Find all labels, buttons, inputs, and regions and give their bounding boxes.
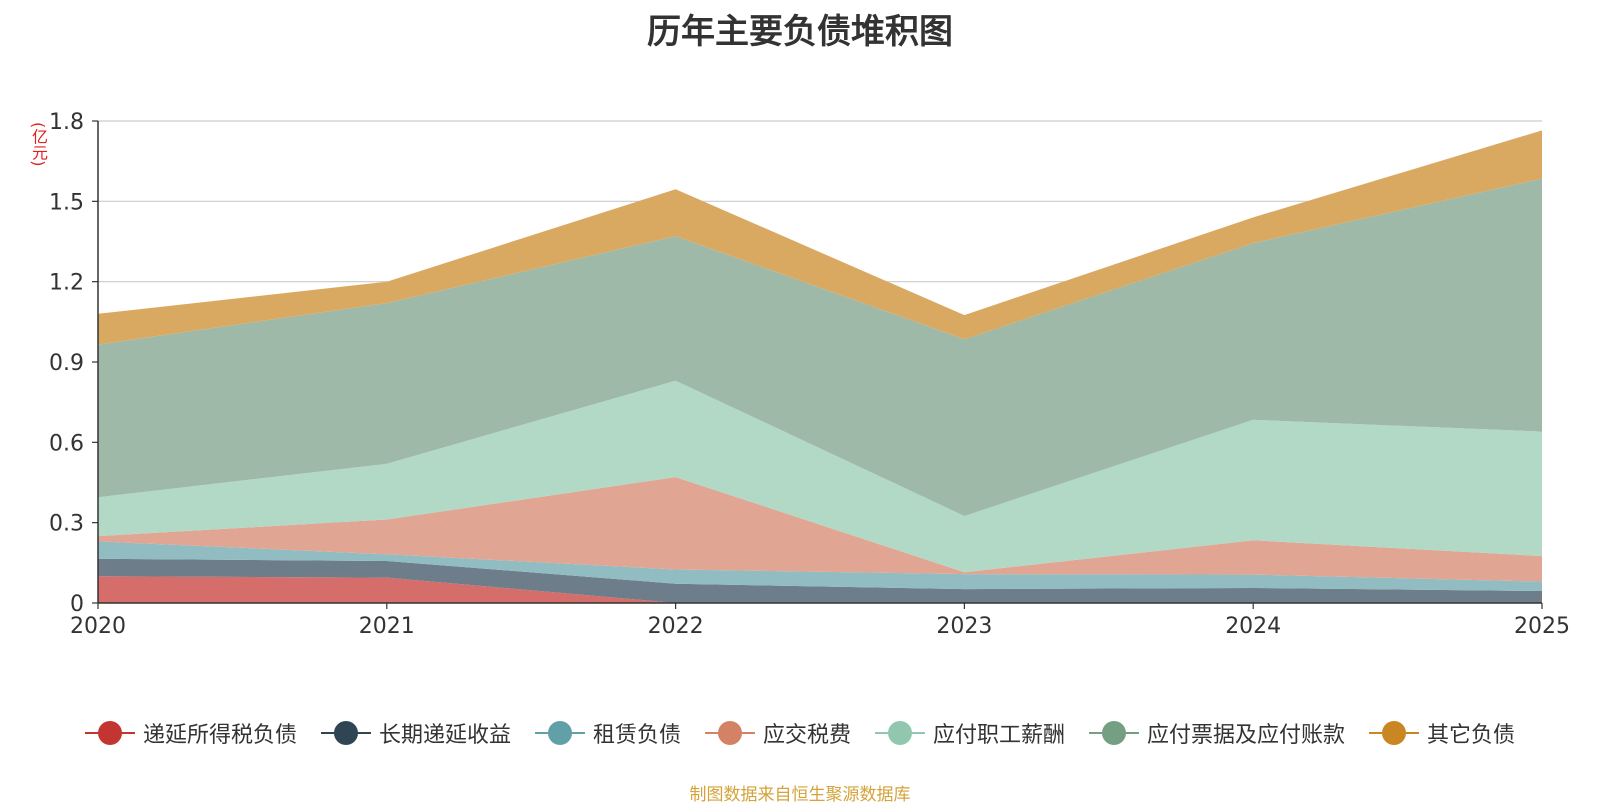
legend-item-2[interactable]: 租赁负债 [534, 717, 681, 749]
x-tick-label: 2025 [1514, 614, 1570, 639]
x-tick-label: 2022 [648, 614, 704, 639]
area-series [98, 130, 1542, 603]
legend-label: 其它负债 [1427, 723, 1516, 748]
area-series-6 [98, 130, 1542, 345]
y-tick-label: 0.3 [49, 512, 84, 537]
area-series-0 [98, 576, 1542, 603]
legend-marker-icon [875, 720, 925, 746]
y-axis-unit: (亿元) [29, 122, 48, 167]
area-series-3 [98, 477, 1542, 582]
y-tick-label: 0.6 [49, 431, 84, 456]
legend-item-4[interactable]: 应付职工薪酬 [875, 717, 1065, 749]
area-series-2 [98, 541, 1542, 591]
legend-marker-icon [320, 720, 371, 746]
legend-label: 长期递延收益 [378, 723, 511, 748]
legend-item-3[interactable]: 应交税费 [704, 717, 851, 749]
legend-marker-icon [84, 720, 135, 746]
legend-marker-icon [1089, 720, 1140, 746]
x-tick-label: 2020 [70, 614, 126, 639]
legend-item-1[interactable]: 长期递延收益 [320, 717, 511, 749]
legend-marker-icon [1369, 720, 1420, 746]
legend-label: 应交税费 [762, 723, 851, 748]
y-tick-label: 0 [70, 592, 84, 617]
axes: 0 0.3 0.6 0.9 1.2 1.5 1.8 2020 2021 2022 2023 2024 2… [49, 110, 1570, 639]
y-tick-label: 1.8 [49, 110, 84, 135]
x-tick-label: 2023 [936, 614, 992, 639]
legend-label: 应付票据及应付账款 [1147, 723, 1346, 748]
x-tick-label: 2024 [1225, 614, 1281, 639]
legend-item-5[interactable]: 应付票据及应付账款 [1089, 717, 1345, 749]
x-tick-label: 2021 [359, 614, 415, 639]
legend-item-6[interactable]: 其它负债 [1369, 717, 1515, 749]
legend-item-0[interactable]: 递延所得税负债 [84, 717, 297, 749]
legend-label: 应付职工薪酬 [933, 723, 1066, 748]
y-tick-label: 1.5 [49, 190, 84, 215]
legend: 递延所得税负债 长期递延收益 租赁负债 应交税费 应付职工薪酬 应付票据及应付账款 其它负债 [0, 717, 1600, 749]
area-series-1 [98, 558, 1542, 603]
y-tick-label: 0.9 [49, 351, 84, 376]
legend-marker-icon [704, 720, 755, 746]
legend-marker-icon [534, 720, 585, 746]
legend-label: 递延所得税负债 [142, 723, 297, 748]
area-series-4 [98, 380, 1542, 573]
y-tick-label: 1.2 [49, 271, 84, 296]
chart-title: 历年主要负债堆积图 [647, 12, 953, 52]
area-series-5 [98, 178, 1542, 516]
source-note: 制图数据来自恒生聚源数据库 [689, 785, 911, 805]
legend-label: 租赁负债 [592, 723, 681, 748]
